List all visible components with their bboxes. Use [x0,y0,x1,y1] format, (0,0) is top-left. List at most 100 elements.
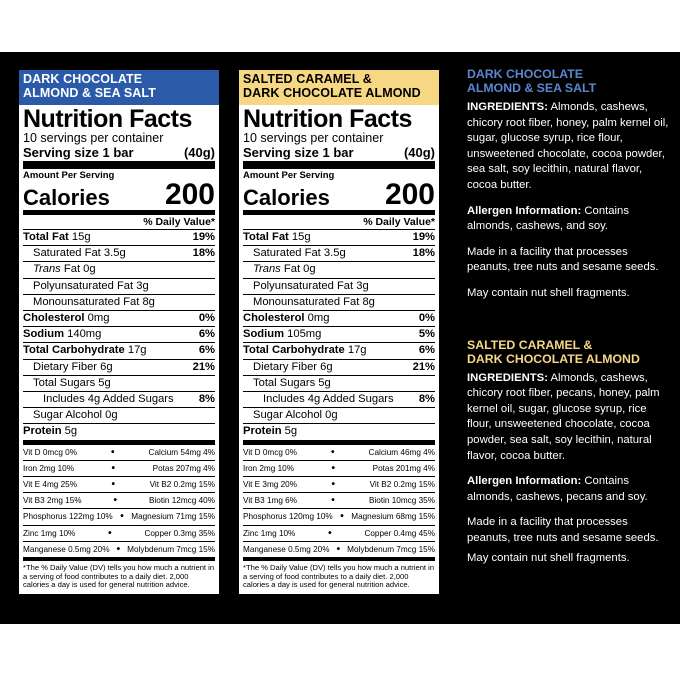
vitamin-row: Phosphorus 120mg 10% • Magnesium 68mg 15% [243,509,435,526]
nutrient-row-added-sugars: Includes 4g Added Sugars 8% [243,392,435,409]
vitamin-left: Vit B3 2mg 15% [23,496,82,506]
allergen-label: Allergen Information: [467,475,582,488]
ingredients-label: INGREDIENTS: [467,371,548,384]
facility-text: Made in a facility that processes peanut… [467,516,659,544]
nutrient-pct: 0% [198,312,215,325]
servings-per-container: 10 servings per container [243,131,384,145]
vitamin-row: Zinc 1mg 10% • Copper 0.4mg 45% [243,526,435,542]
vitamin-row: Vit D 0mcg 0% • Calcium 46mg 4% [243,445,435,461]
bullet-icon: • [331,462,336,474]
ingredients-text: INGREDIENTS: Almonds, cashews, chicory r… [467,371,672,465]
nutrient-row-polyunsaturated-fat: Polyunsaturated Fat 3g [243,279,435,295]
bullet-icon: • [111,446,115,458]
ingredients-list: Almonds, cashews, chicory root fiber, ho… [467,101,669,191]
nutrient-label: Monounsaturated Fat 8g [33,295,155,308]
nutrient-row-total-fat: Total Fat 15g 19% [243,230,435,247]
nutrient-row-trans-fat: Trans Fat 0g [23,262,215,279]
nutrient-label: Trans [33,263,61,276]
flavor-line: ALMOND & SEA SALT [23,85,156,100]
daily-value-footnote: *The % Daily Value (DV) tells you how mu… [23,563,215,590]
nutrient-pct: 0% [418,312,435,325]
vitamin-left: Vit D 0mcg 0% [243,447,297,457]
nutrient-label: Dietary Fiber 6g [33,360,113,373]
vitamin-left: Vit E 4mg 25% [23,480,78,490]
heading-line: DARK CHOCOLATE [467,67,583,81]
nutrient-amount: 17g [347,344,367,357]
serving-size: Serving size 1 bar (40g) [243,145,435,169]
allergen-info: Contains almonds, cashews, pecans and so… [467,475,648,503]
nutrient-label: Sodium [243,328,285,341]
nutrition-panel-sea-salt: DARK CHOCOLATE ALMOND & SEA SALT Nutriti… [17,68,221,596]
calories-row: Calories 200 [243,180,435,215]
nutrient-row-protein: Protein 5g [243,424,435,445]
nutrient-label: Trans [253,263,281,276]
nutrient-amount: 0mg [87,312,110,325]
nutrient-label: Total Fat [243,231,289,243]
vitamin-left: Zinc 1mg 10% [243,528,296,538]
nutrient-row-saturated-fat: Saturated Fat 3.5g 18% [243,246,435,263]
info-heading-salted-caramel: SALTED CARAMEL & DARK CHOCOLATE ALMOND [467,338,672,366]
ingredients-list: Almonds, cashews, chicory root fiber, pe… [467,371,660,462]
nutrient-amount: 140mg [67,328,102,341]
bullet-icon: • [331,446,335,458]
nutrient-label: Protein [243,425,282,438]
bullet-icon: • [336,543,341,555]
nutrient-label: Total Fat [23,231,69,243]
shell-text: May contain nut shell fragments. [467,286,630,299]
nutrient-pct: 21% [192,360,215,373]
nutrient-label: Cholesterol [243,312,305,325]
facility-text: Made in a facility that processes peanut… [467,245,659,274]
nutrient-amount: Fat 0g [60,263,96,276]
nutrient-pct: 18% [192,247,215,260]
nutrient-label: Sodium [23,328,65,341]
allergen-text: Allergen Information: Contains almonds, … [467,474,672,505]
serving-size-value: (40g) [183,145,215,160]
nutrient-pct: 21% [412,360,435,373]
ingredients-column: DARK CHOCOLATE ALMOND & SEA SALT INGREDI… [467,67,672,567]
nutrient-label: Sugar Alcohol 0g [253,409,338,422]
vitamin-right: Copper 0.4mg 45% [364,528,435,538]
allergen-label: Allergen Information: [467,204,582,217]
nutrient-row-cholesterol: Cholesterol 0mg 0% [243,311,435,328]
vitamin-left: Phosphorus 122mg 10% [23,512,113,522]
nutrient-row-cholesterol: Cholesterol 0mg 0% [23,311,215,328]
vitamin-row: Vit D 0mcg 0% • Calcium 54mg 4% [23,445,215,461]
nutrient-label: Total Carbohydrate [243,344,345,357]
nutrient-label: Monounsaturated Fat 8g [253,295,375,308]
vitamin-row: Iron 2mg 10% • Potas 201mg 4% [243,461,435,478]
nutrient-amount: 5g [64,425,78,438]
vitamin-left: Iron 2mg 10% [23,463,74,473]
vitamin-right: Magnesium 71mg 15% [131,512,215,522]
nutrient-pct: 6% [418,344,435,357]
vitamin-left: Manganese 0.5mg 20% [243,544,330,554]
vitamin-right: Potas 201mg 4% [372,463,435,473]
bullet-icon: • [116,543,121,555]
bullet-icon: • [331,479,336,491]
bullet-icon: • [328,527,332,539]
nutrient-pct: 18% [412,247,435,260]
calories-value: 200 [164,178,215,211]
ingredients-label: INGREDIENTS: [467,101,548,113]
nutrient-label: Total Sugars 5g [33,376,111,389]
daily-value-header: % Daily Value* [243,215,435,230]
vitamins-table: Vit D 0mcg 0% • Calcium 46mg 4% Iron 2mg 1… [243,445,435,562]
bullet-icon: • [108,527,112,539]
nutrient-row-total-sugars: Total Sugars 5g [23,376,215,393]
bullet-icon: • [113,495,118,507]
nutrient-label: Sugar Alcohol 0g [33,409,118,422]
heading-line: ALMOND & SEA SALT [467,81,597,95]
flavor-header: DARK CHOCOLATE ALMOND & SEA SALT [19,70,219,105]
nutrient-amount: Fat 0g [280,263,316,276]
nutrient-pct: 5% [418,328,435,341]
nutrient-row-total-sugars: Total Sugars 5g [243,376,435,393]
serving-size-value: (40g) [403,145,435,160]
nutrient-label: Includes 4g Added Sugars [263,393,394,406]
bullet-icon: • [340,511,344,523]
serving-size-label: Serving size 1 bar [243,145,354,160]
vitamin-right: Calcium 46mg 4% [368,447,435,457]
heading-line: SALTED CARAMEL & [467,337,593,352]
vitamin-row: Iron 2mg 10% • Potas 207mg 4% [23,461,215,478]
nutrient-label: Cholesterol [23,312,85,325]
nutrient-row-total-carbohydrate: Total Carbohydrate 17g 6% [243,343,435,360]
nutrition-facts-title: Nutrition Facts [243,105,412,133]
